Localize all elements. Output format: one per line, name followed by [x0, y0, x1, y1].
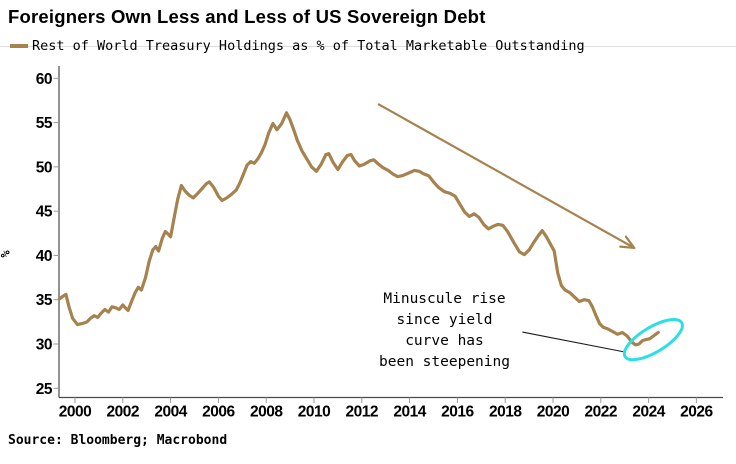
- svg-text:2014: 2014: [393, 404, 426, 421]
- chart-title: Foreigners Own Less and Less of US Sover…: [8, 6, 486, 27]
- svg-text:2022: 2022: [585, 404, 617, 421]
- svg-text:50: 50: [36, 159, 52, 176]
- svg-text:55: 55: [36, 115, 53, 132]
- y-axis-label: %: [0, 250, 13, 258]
- highlight-ellipse: [622, 318, 684, 362]
- callout-line: [522, 331, 625, 353]
- series-line: [57, 111, 660, 347]
- annotation-note: Minuscule rise since yield curve has bee…: [379, 291, 510, 370]
- svg-text:2024: 2024: [632, 404, 665, 421]
- svg-text:2020: 2020: [537, 404, 569, 421]
- svg-text:2016: 2016: [441, 404, 474, 421]
- svg-text:2010: 2010: [298, 404, 330, 421]
- legend-label: Rest of World Treasury Holdings as % of …: [32, 38, 585, 54]
- svg-text:2000: 2000: [59, 404, 91, 421]
- svg-text:60: 60: [36, 71, 52, 88]
- y-axis-ticks: 60 55 50 45 40 35 30 25: [36, 71, 59, 398]
- legend: Rest of World Treasury Holdings as % of …: [10, 38, 585, 54]
- svg-text:2012: 2012: [346, 404, 378, 421]
- legend-separator-line: [0, 46, 736, 47]
- source-credit: Source: Bloomberg; Macrobond: [8, 433, 228, 448]
- svg-text:45: 45: [36, 204, 53, 221]
- svg-text:2008: 2008: [250, 404, 283, 421]
- x-axis-ticks: 2000 2002 2004 2006 2008 2010 2012 2014 2016 2018…: [59, 397, 714, 421]
- svg-text:35: 35: [36, 292, 53, 309]
- svg-text:2004: 2004: [154, 404, 187, 421]
- svg-text:25: 25: [36, 381, 53, 398]
- svg-text:2018: 2018: [489, 404, 522, 421]
- svg-text:40: 40: [36, 248, 52, 265]
- legend-line-swatch: [10, 44, 28, 48]
- svg-text:30: 30: [36, 337, 52, 354]
- axis-lines: [58, 66, 723, 399]
- svg-text:2026: 2026: [680, 404, 713, 421]
- svg-text:2006: 2006: [202, 404, 235, 421]
- svg-text:2002: 2002: [107, 404, 139, 421]
- trend-arrow: [377, 103, 636, 250]
